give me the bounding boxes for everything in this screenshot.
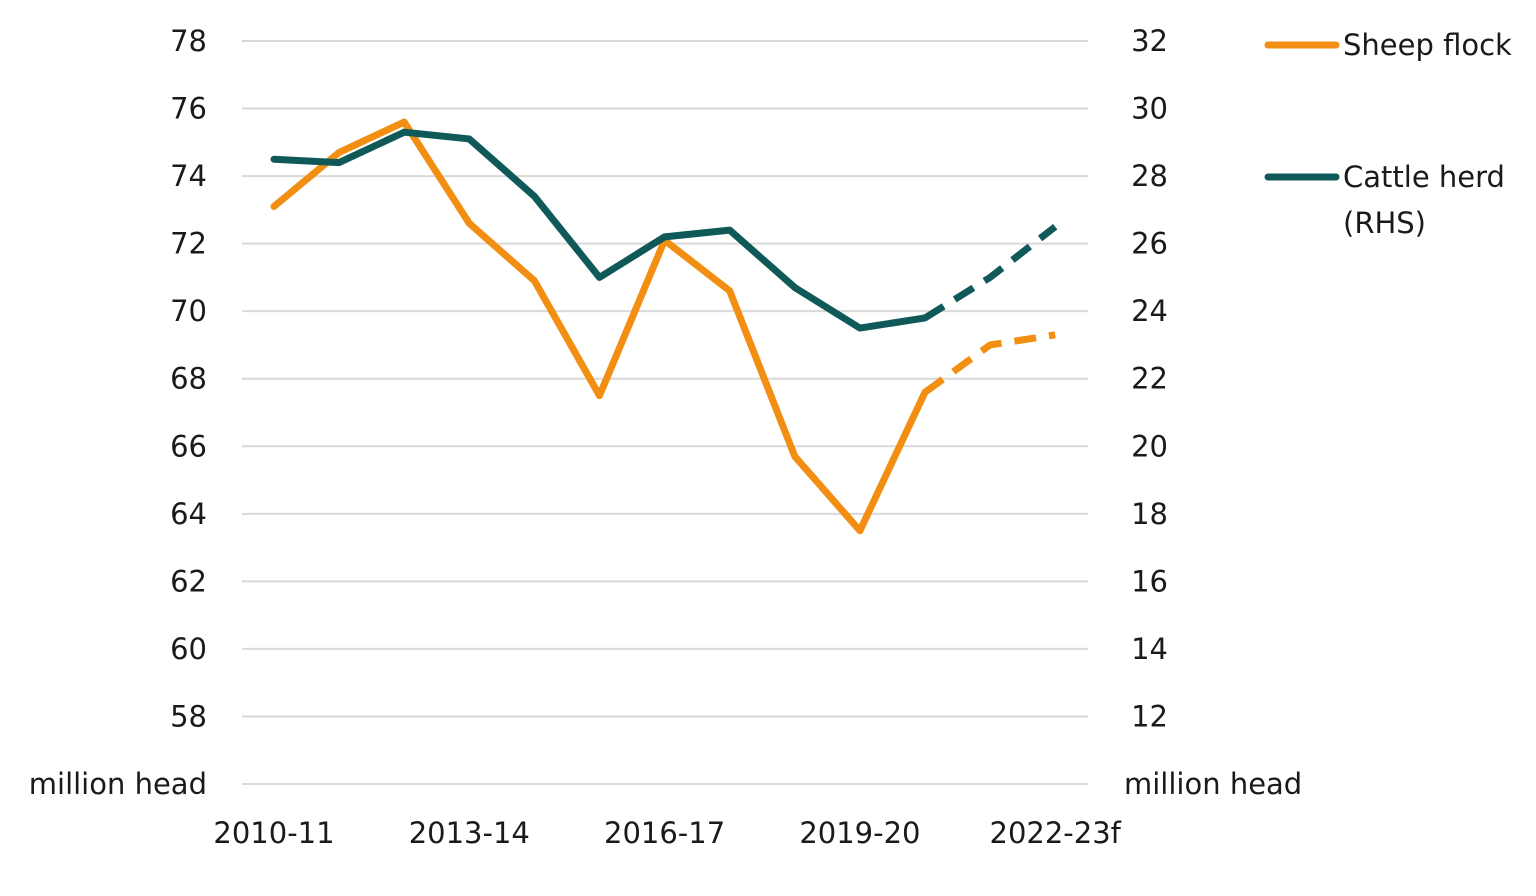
right-tick-label: 26 [1131,227,1168,261]
x-tick-label: 2016-17 [604,816,725,850]
legend-label-sheep-flock: Sheep flock [1343,28,1512,62]
sheep-flock-line [270,118,929,535]
left-tick-label: 78 [170,24,207,58]
right-tick-label: 24 [1131,294,1168,328]
cattle-herd-rhs-forecast-line [923,223,1058,321]
x-axis: 2010-11 2013-14 2016-17 2019-20 2022-23f [213,816,1121,850]
left-tick-label: 60 [170,632,207,666]
right-tick-label: 18 [1131,497,1168,531]
left-tick-label: 76 [170,92,207,126]
right-tick-label: 32 [1131,24,1168,58]
x-tick-label: 2022-23f [990,816,1122,850]
left-tick-label: 62 [170,564,207,598]
legend-label-cattle-herd-rhs: Cattle herd [1343,160,1505,194]
x-tick-label: 2010-11 [213,816,334,850]
cattle-herd-rhs-line [270,128,929,332]
right-tick-label: 20 [1131,429,1168,463]
left-tick-label: 68 [170,362,207,396]
left-tick-label: 74 [170,159,207,193]
left-tick-label: 64 [170,497,207,531]
left-tick-label: 72 [170,227,207,261]
series-lines [270,118,1058,535]
left-tick-label: 58 [170,699,207,733]
right-tick-label: 14 [1131,632,1168,666]
sheep-flock-forecast-line [922,331,1056,396]
x-tick-label: 2013-14 [409,816,530,850]
left-axis-unit-label: million head [29,767,207,801]
left-axis: 58 60 62 64 66 68 70 72 74 76 78 [170,24,207,733]
legend: Sheep flock Cattle herd (RHS) [1264,28,1512,240]
left-tick-label: 66 [170,429,207,463]
right-tick-label: 16 [1131,564,1168,598]
left-tick-label: 70 [170,294,207,328]
right-axis-unit-label: million head [1124,767,1302,801]
right-tick-label: 30 [1131,92,1168,126]
x-tick-label: 2019-20 [799,816,920,850]
right-tick-label: 12 [1131,699,1168,733]
right-axis: 12 14 16 18 20 22 24 26 28 30 32 [1131,24,1168,733]
right-tick-label: 22 [1131,362,1168,396]
right-tick-label: 28 [1131,159,1168,193]
legend-label-cattle-herd-rhs: (RHS) [1343,206,1426,240]
